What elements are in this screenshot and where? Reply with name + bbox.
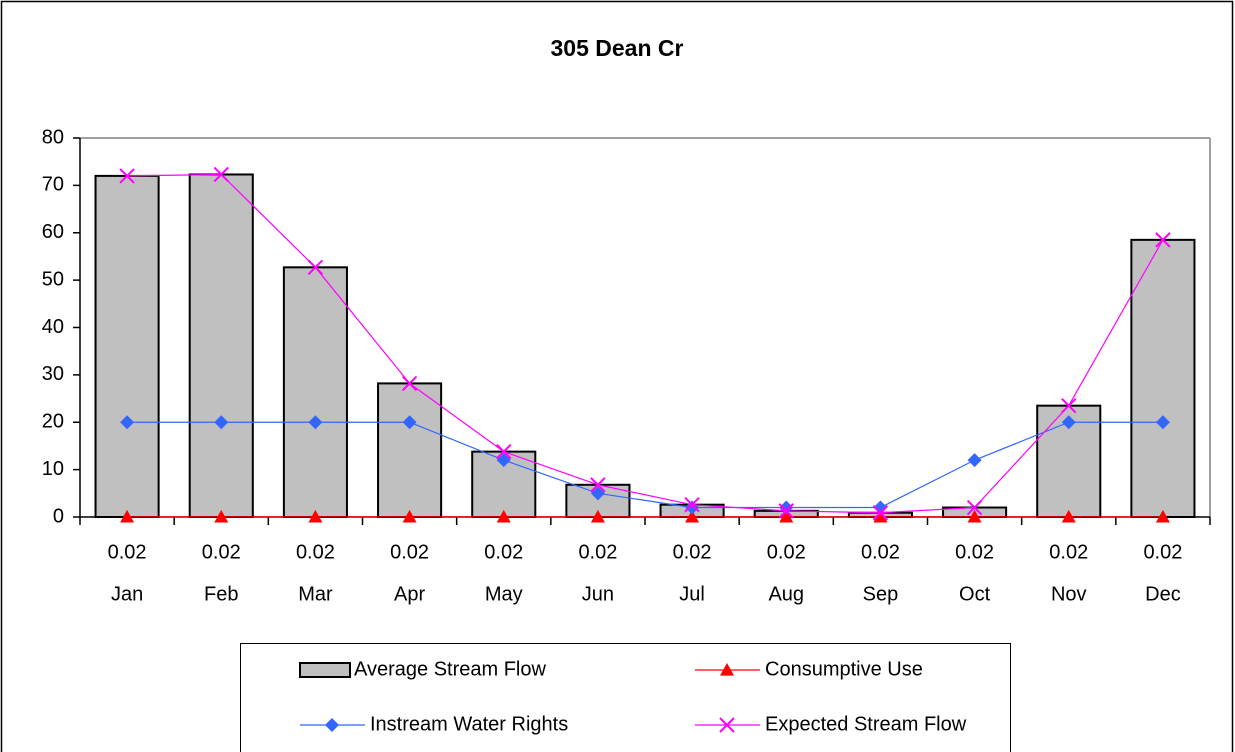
legend-label: Average Stream Flow xyxy=(354,658,546,680)
y-tick-label: 30 xyxy=(42,363,64,385)
bar xyxy=(282,266,348,518)
marker xyxy=(590,509,605,523)
x-sublabel: 0.02 xyxy=(108,541,147,563)
marker xyxy=(1061,397,1077,414)
x-sublabel: 0.02 xyxy=(296,541,335,563)
series-line xyxy=(127,421,1163,509)
x-tick-label: Apr xyxy=(394,583,425,605)
marker xyxy=(779,500,794,515)
marker xyxy=(685,509,700,523)
legend-label: Consumptive Use xyxy=(765,658,923,680)
x-tick-label: Sep xyxy=(863,583,899,605)
marker xyxy=(325,718,339,732)
x-sublabel: 0.02 xyxy=(955,541,994,563)
x-sublabel: 0.02 xyxy=(673,541,712,563)
marker xyxy=(1061,415,1076,430)
x-tick-label: Jan xyxy=(111,583,143,605)
marker xyxy=(213,166,229,183)
marker xyxy=(402,509,417,523)
x-sublabel: 0.02 xyxy=(390,541,429,563)
marker xyxy=(778,503,794,519)
marker xyxy=(1061,509,1076,523)
y-tick-label: 70 xyxy=(42,174,64,196)
y-tick-label: 60 xyxy=(42,221,64,243)
marker xyxy=(872,505,889,521)
marker xyxy=(496,509,511,523)
marker xyxy=(590,477,606,493)
marker xyxy=(966,499,983,516)
marker xyxy=(1155,415,1170,430)
marker xyxy=(590,486,605,501)
marker xyxy=(120,415,135,430)
marker xyxy=(119,168,135,184)
x-tick-label: Feb xyxy=(204,583,238,605)
marker xyxy=(214,509,229,523)
x-tick-label: May xyxy=(485,583,523,605)
legend-swatch xyxy=(299,662,351,678)
marker xyxy=(779,509,794,523)
marker xyxy=(873,500,888,515)
marker xyxy=(1155,509,1170,523)
marker xyxy=(308,509,323,523)
marker xyxy=(496,453,511,468)
x-tick-label: Nov xyxy=(1051,583,1087,605)
bar xyxy=(188,173,254,518)
x-tick-label: Jul xyxy=(679,583,705,605)
y-tick-label: 20 xyxy=(42,411,64,433)
marker xyxy=(873,509,888,523)
marker xyxy=(308,415,323,430)
x-sublabel: 0.02 xyxy=(484,541,523,563)
marker xyxy=(120,509,135,523)
x-sublabel: 0.02 xyxy=(202,541,241,563)
marker xyxy=(402,415,417,430)
legend-label: Instream Water Rights xyxy=(370,713,568,735)
x-tick-label: Mar xyxy=(298,583,333,605)
legend xyxy=(240,643,1011,752)
y-tick-label: 80 xyxy=(42,126,64,148)
x-tick-label: Dec xyxy=(1145,583,1181,605)
marker xyxy=(967,509,982,523)
legend-label: Expected Stream Flow xyxy=(765,713,967,735)
series-line xyxy=(127,173,1164,514)
marker xyxy=(401,375,418,392)
marker xyxy=(496,443,512,460)
x-sublabel: 0.02 xyxy=(861,541,900,563)
bar xyxy=(1130,238,1196,518)
x-sublabel: 0.02 xyxy=(578,541,617,563)
x-tick-label: Oct xyxy=(959,583,991,605)
y-tick-label: 0 xyxy=(53,505,64,527)
marker xyxy=(967,453,982,468)
y-tick-label: 50 xyxy=(42,268,64,290)
marker xyxy=(307,259,324,276)
x-tick-label: Jun xyxy=(582,583,614,605)
marker xyxy=(684,496,700,513)
marker xyxy=(720,663,734,676)
bar xyxy=(377,382,443,518)
bar xyxy=(94,174,160,518)
marker xyxy=(1155,232,1171,248)
marker xyxy=(719,717,735,733)
x-sublabel: 0.02 xyxy=(1143,541,1182,563)
x-sublabel: 0.02 xyxy=(1049,541,1088,563)
x-tick-label: Aug xyxy=(768,583,804,605)
y-tick-label: 10 xyxy=(42,458,64,480)
chart-title: 305 Dean Cr xyxy=(551,35,684,61)
marker xyxy=(214,415,229,430)
y-tick-label: 40 xyxy=(42,316,64,338)
x-sublabel: 0.02 xyxy=(767,541,806,563)
